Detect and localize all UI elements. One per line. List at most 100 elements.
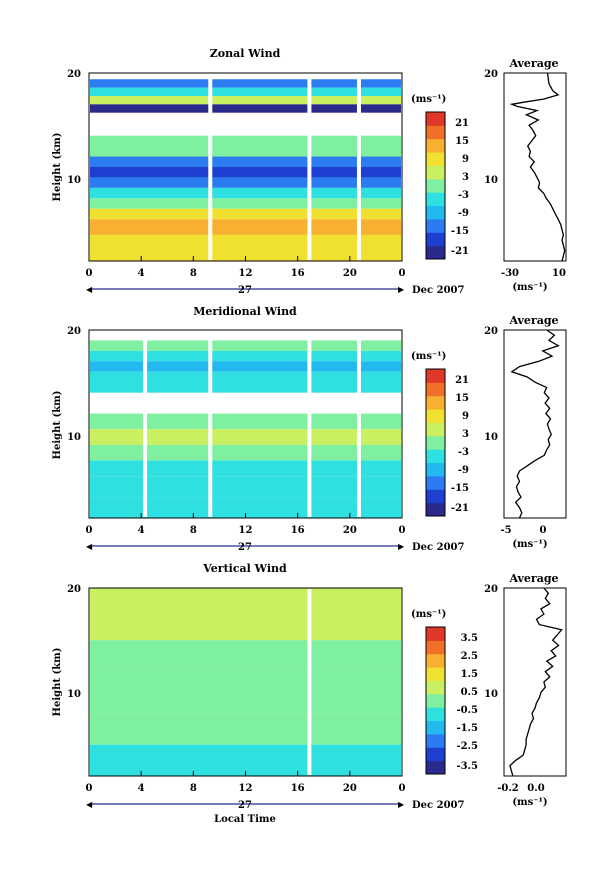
colorbar-tick: 15	[455, 136, 469, 147]
colorbar-tick: -21	[451, 503, 469, 514]
data-gap	[143, 331, 148, 517]
colorbar-swatch	[426, 653, 445, 668]
colorbar-swatch	[426, 232, 445, 247]
average-frame	[503, 329, 567, 519]
y-axis-label: Height (km)	[52, 391, 63, 460]
x-ticks: 0 4 8 12 16 20 0	[86, 513, 406, 536]
colorbar-tick: -15	[451, 483, 469, 494]
colorbar-swatch	[426, 733, 445, 748]
heatmap-band	[90, 79, 401, 88]
colorbar-tick: 3	[462, 429, 469, 440]
colorbar-tick: -15	[451, 226, 469, 237]
colorbar-tick: 9	[462, 154, 469, 165]
panel-vertical: Vertical Wind Height (km) 20 10 0 4 8 12 16 2…	[52, 562, 567, 825]
colorbar-swatch	[426, 138, 445, 153]
heatmap-vertical	[90, 588, 401, 776]
heatmap-band	[90, 588, 401, 641]
colorbar-swatch	[426, 693, 445, 708]
date-day-label: 27	[238, 800, 252, 811]
colorbar-swatch	[426, 640, 445, 655]
data-gap	[307, 74, 312, 260]
avg-unit: (ms⁻¹)	[512, 539, 547, 550]
colorbar-tick: -2.5	[456, 741, 478, 752]
colorbar-swatch	[426, 435, 445, 450]
y-axis-label: Height (km)	[52, 133, 63, 202]
colorbar-swatch	[426, 680, 445, 695]
colorbar-frame	[425, 111, 446, 260]
heatmap-band	[90, 135, 401, 157]
average-title: Average	[508, 314, 558, 327]
colorbar-swatch	[426, 489, 445, 504]
colorbar	[425, 368, 446, 517]
panel-title: Meridional Wind	[193, 305, 297, 318]
date-axis-arrow: ◀	[86, 800, 93, 809]
date-axis-arrow: ▶	[398, 542, 405, 551]
heatmap-band	[90, 198, 401, 209]
colorbar-swatch	[426, 395, 445, 410]
x-tick-label: 20	[343, 783, 357, 794]
data-gap	[356, 74, 361, 260]
date-month-label: Dec 2007	[412, 800, 464, 811]
colorbar-swatch	[426, 720, 445, 735]
x-tick-label: 0	[86, 525, 93, 536]
x-tick-label: 8	[190, 783, 197, 794]
y-tick-label: 10	[67, 175, 81, 186]
heatmap-band	[90, 177, 401, 188]
average-frame	[503, 72, 567, 262]
colorbar-tick: -1.5	[456, 723, 478, 734]
x-tick-label: 0	[399, 525, 406, 536]
avg-x-tick-label: 0.0	[527, 783, 544, 794]
heatmap-band	[90, 95, 401, 105]
panel-meridional: Meridional Wind Height (km) 20 10 0 4 8 12 1…	[52, 305, 567, 553]
colorbar-tick: 21	[455, 375, 469, 386]
colorbar-tick: -21	[451, 246, 469, 257]
colorbar-tick: 9	[462, 411, 469, 422]
colorbar-swatch	[426, 449, 445, 464]
heatmap-band	[90, 167, 401, 178]
colorbar-swatch	[426, 245, 445, 260]
avg-x-tick-label: -5	[500, 525, 511, 536]
colorbar	[425, 111, 446, 260]
date-day-label: 27	[238, 285, 252, 296]
x-tick-label: 0	[86, 783, 93, 794]
colorbar-tick: 1.5	[461, 669, 478, 680]
x-tick-label: 12	[239, 525, 253, 536]
colorbar-swatch	[426, 152, 445, 166]
average-profile	[509, 72, 566, 262]
colorbar-frame	[425, 626, 446, 775]
colorbar	[425, 626, 446, 775]
data-gap	[307, 331, 312, 517]
x-tick-label: 0	[86, 268, 93, 279]
data-gap	[307, 589, 312, 775]
colorbar-tick: -3	[458, 190, 469, 201]
colorbar-unit: (ms⁻¹)	[411, 94, 446, 105]
y-axis-label: Height (km)	[52, 648, 63, 717]
colorbar-tick: -3	[458, 447, 469, 458]
heatmap-band	[90, 429, 401, 445]
colorbar-tick: 3.5	[461, 633, 478, 644]
colorbar-swatch	[426, 502, 445, 517]
average-title: Average	[508, 572, 558, 585]
heatmap-band	[90, 361, 401, 372]
heatmap-band	[90, 87, 401, 96]
heatmap-band	[90, 671, 401, 714]
avg-y-tick-label: 10	[484, 175, 498, 186]
colorbar-swatch	[426, 422, 445, 437]
y-tick-label: 20	[67, 584, 81, 595]
colorbar-unit: (ms⁻¹)	[411, 609, 446, 620]
panel-title: Zonal Wind	[210, 47, 281, 60]
colorbar-ticks: 21 15 9 3 -3 -9 -15 -21	[451, 375, 469, 514]
avg-y-tick-label: 20	[484, 326, 498, 337]
date-axis-arrow: ◀	[86, 542, 93, 551]
avg-x-tick-label: -30	[501, 268, 519, 279]
colorbar-tick: 2.5	[461, 651, 478, 662]
colorbar-tick: -3.5	[456, 761, 478, 772]
x-tick-label: 8	[190, 268, 197, 279]
average-profile	[509, 587, 563, 777]
avg-y-tick-label: 20	[484, 69, 498, 80]
colorbar-swatch	[426, 409, 445, 423]
avg-x-tick-label: -0.2	[497, 783, 519, 794]
y-tick-label: 20	[67, 69, 81, 80]
data-gap	[208, 74, 213, 260]
colorbar-swatch	[426, 667, 445, 681]
